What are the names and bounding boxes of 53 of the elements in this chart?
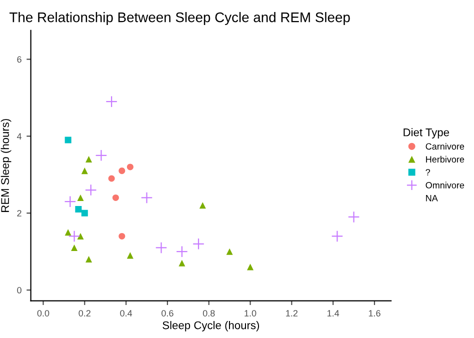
- point: [155, 242, 168, 254]
- y-axis-title: REM Sleep (hours): [0, 119, 12, 212]
- text: NA: [426, 195, 438, 202]
- point: [68, 230, 80, 242]
- point: [77, 232, 84, 240]
- point: [81, 210, 88, 216]
- y-tick-label: 6: [17, 56, 22, 63]
- point: [118, 168, 126, 174]
- point: [75, 206, 82, 213]
- point: [108, 175, 115, 182]
- point: [86, 156, 92, 163]
- x-tick-label: 1.0: [244, 310, 256, 316]
- point: [64, 136, 72, 144]
- point: [126, 164, 134, 170]
- point: [348, 211, 360, 223]
- legend-label: Herbivore: [426, 156, 464, 163]
- y-tick-label: 0: [17, 287, 22, 294]
- x-tick-label: 0.2: [78, 310, 90, 316]
- point: [64, 196, 76, 208]
- x-tick-label: 1.2: [286, 310, 298, 316]
- x-tick-label: 1.6: [368, 310, 380, 316]
- x-tick-label: 0.8: [202, 310, 215, 316]
- point: [140, 192, 153, 204]
- legend-title: Diet Type: [404, 128, 450, 138]
- y-tick-label: 2: [17, 210, 22, 216]
- point: [64, 229, 72, 236]
- point: [226, 248, 233, 255]
- x-tick-label: 1.4: [327, 310, 340, 316]
- legend-label: Omnivore: [426, 182, 464, 188]
- point: [77, 194, 84, 201]
- point: [112, 194, 119, 201]
- point: [199, 202, 206, 209]
- point: [192, 238, 204, 250]
- x-tick-label: 0.6: [162, 310, 174, 316]
- legend-label: Carnivore: [426, 142, 464, 150]
- x-axis-title: Sleep Cycle (hours): [162, 321, 260, 332]
- legend-label: ?: [426, 169, 430, 176]
- point: [84, 184, 97, 196]
- point: [95, 149, 108, 162]
- x-tick-label: 0.4: [120, 310, 132, 316]
- y-tick-label: 4: [16, 133, 22, 140]
- x-tick-label: 0.0: [37, 310, 50, 316]
- point: [106, 96, 118, 108]
- point: [71, 244, 78, 251]
- point: [247, 264, 254, 270]
- point: [331, 230, 344, 242]
- point: [126, 252, 134, 259]
- point: [176, 246, 188, 258]
- chart-title: The Relationship Between Sleep Cycle and REM Sleep: [10, 12, 350, 25]
- point: [86, 256, 92, 263]
- point: [81, 168, 88, 174]
- point: [118, 232, 126, 240]
- point: [178, 260, 186, 266]
